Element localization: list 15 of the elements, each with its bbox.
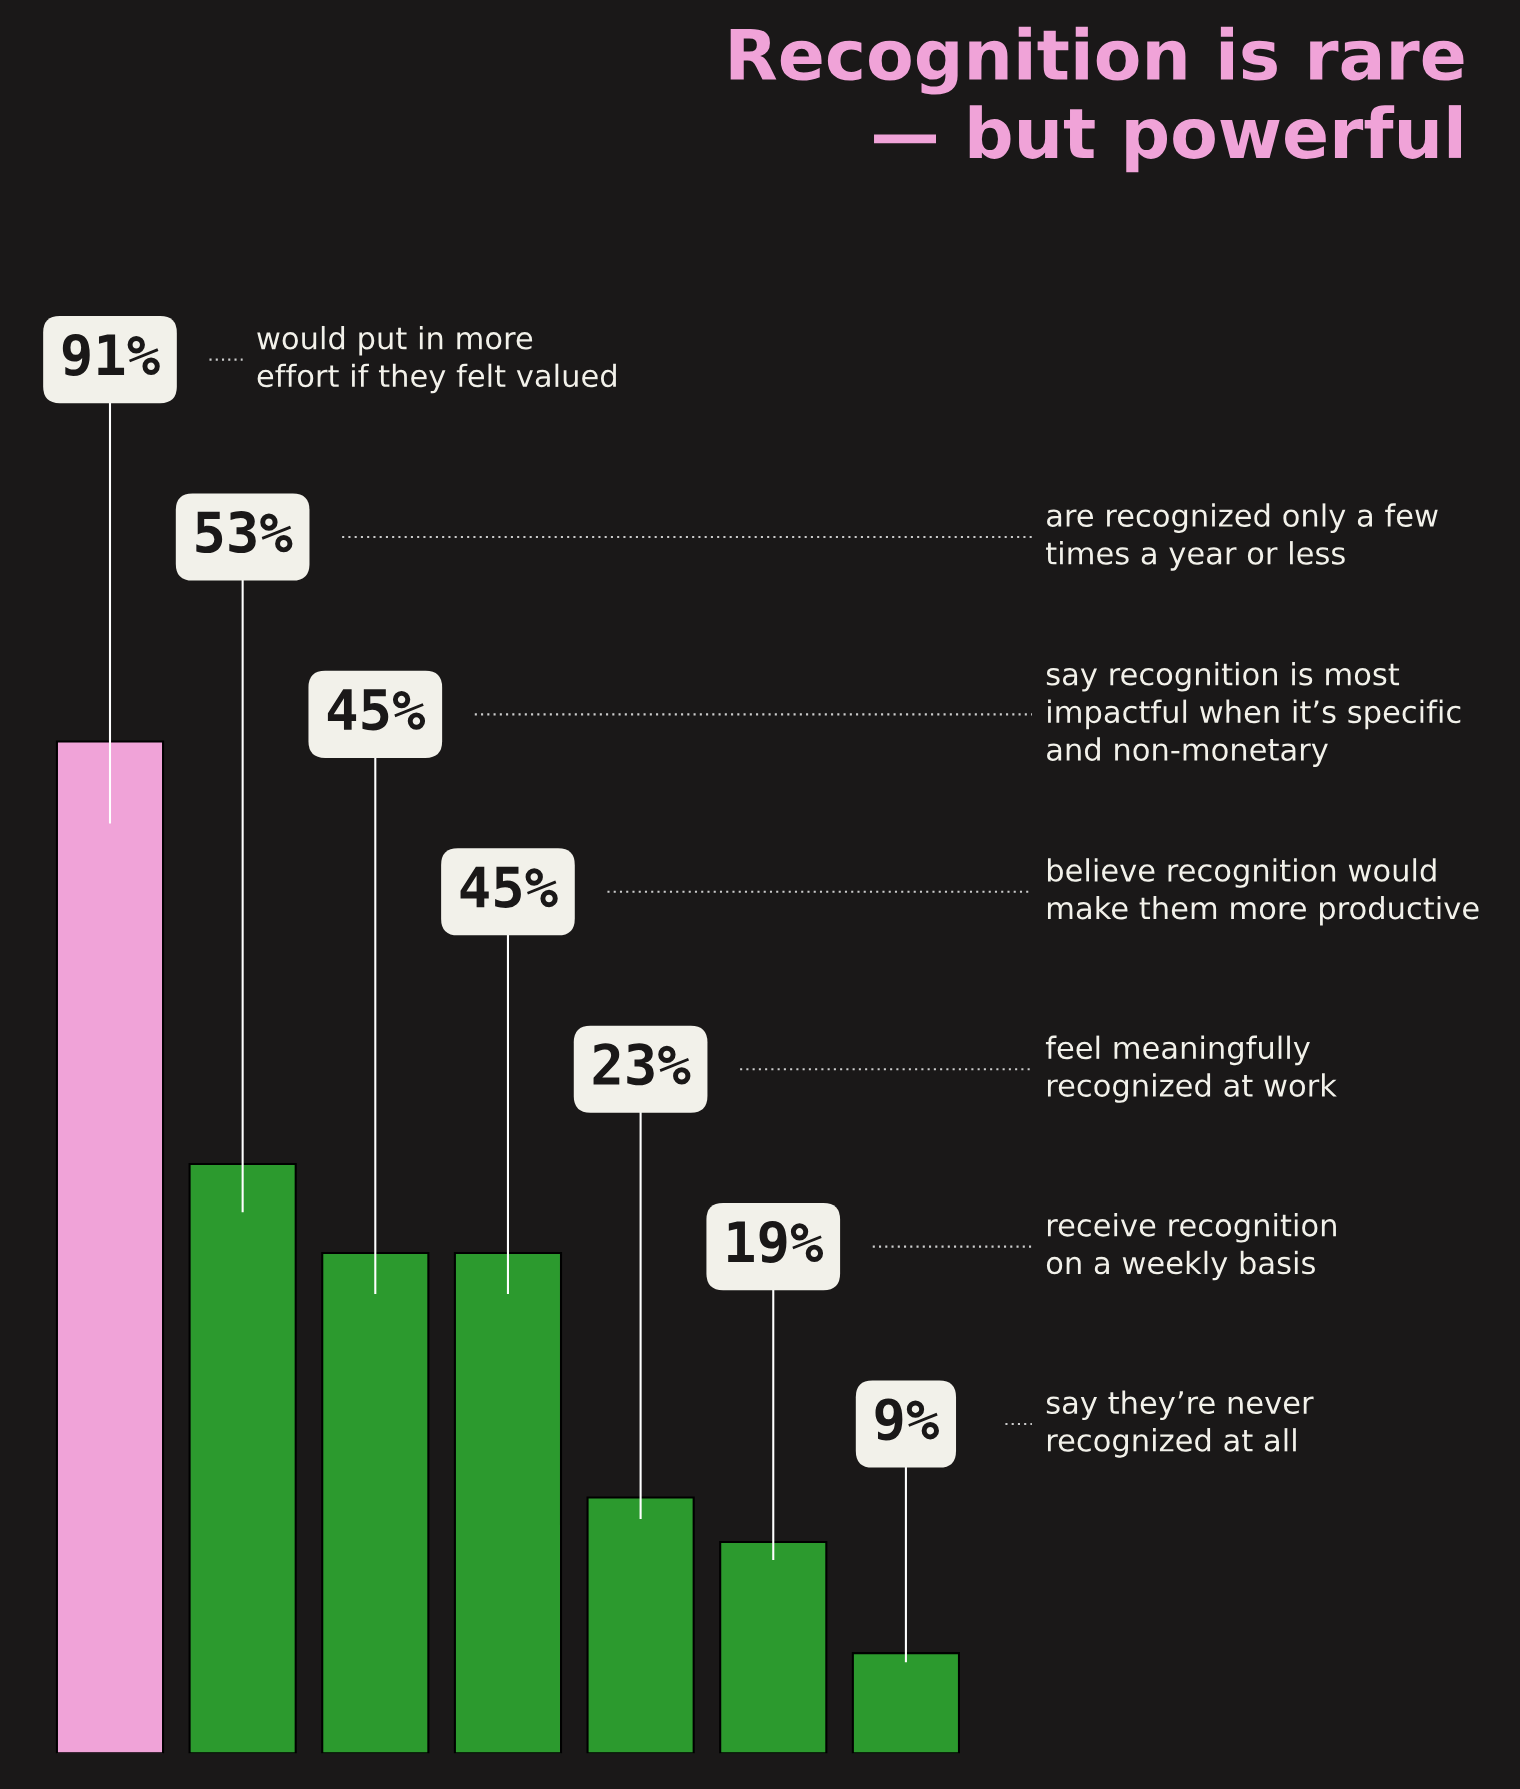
text: are recognized only a few times a year or less: [1046, 503, 1438, 571]
data-label: 45%: [327, 689, 426, 731]
data-label: 9%: [875, 1398, 939, 1441]
text: would put in more effort if they felt valued: [257, 325, 616, 394]
text: believe recognition would make them more productive: [1047, 858, 1479, 926]
text: say they’re never recognized at all: [1046, 1390, 1314, 1458]
text: say recognition is most impactful when it’s specific and non-monetary: [1046, 661, 1461, 767]
data-label: 19%: [728, 1221, 824, 1264]
text: receive recognition on a weekly basis: [1046, 1213, 1336, 1281]
chart-title: Recognition is rare — but powerful: [730, 26, 1464, 173]
data-label: 53%: [196, 511, 293, 554]
data-label: 45%: [460, 866, 558, 908]
data-label: 91%: [62, 334, 160, 376]
data-label: 23%: [593, 1043, 691, 1086]
text: feel meaningfully recognized at work: [1045, 1035, 1337, 1103]
